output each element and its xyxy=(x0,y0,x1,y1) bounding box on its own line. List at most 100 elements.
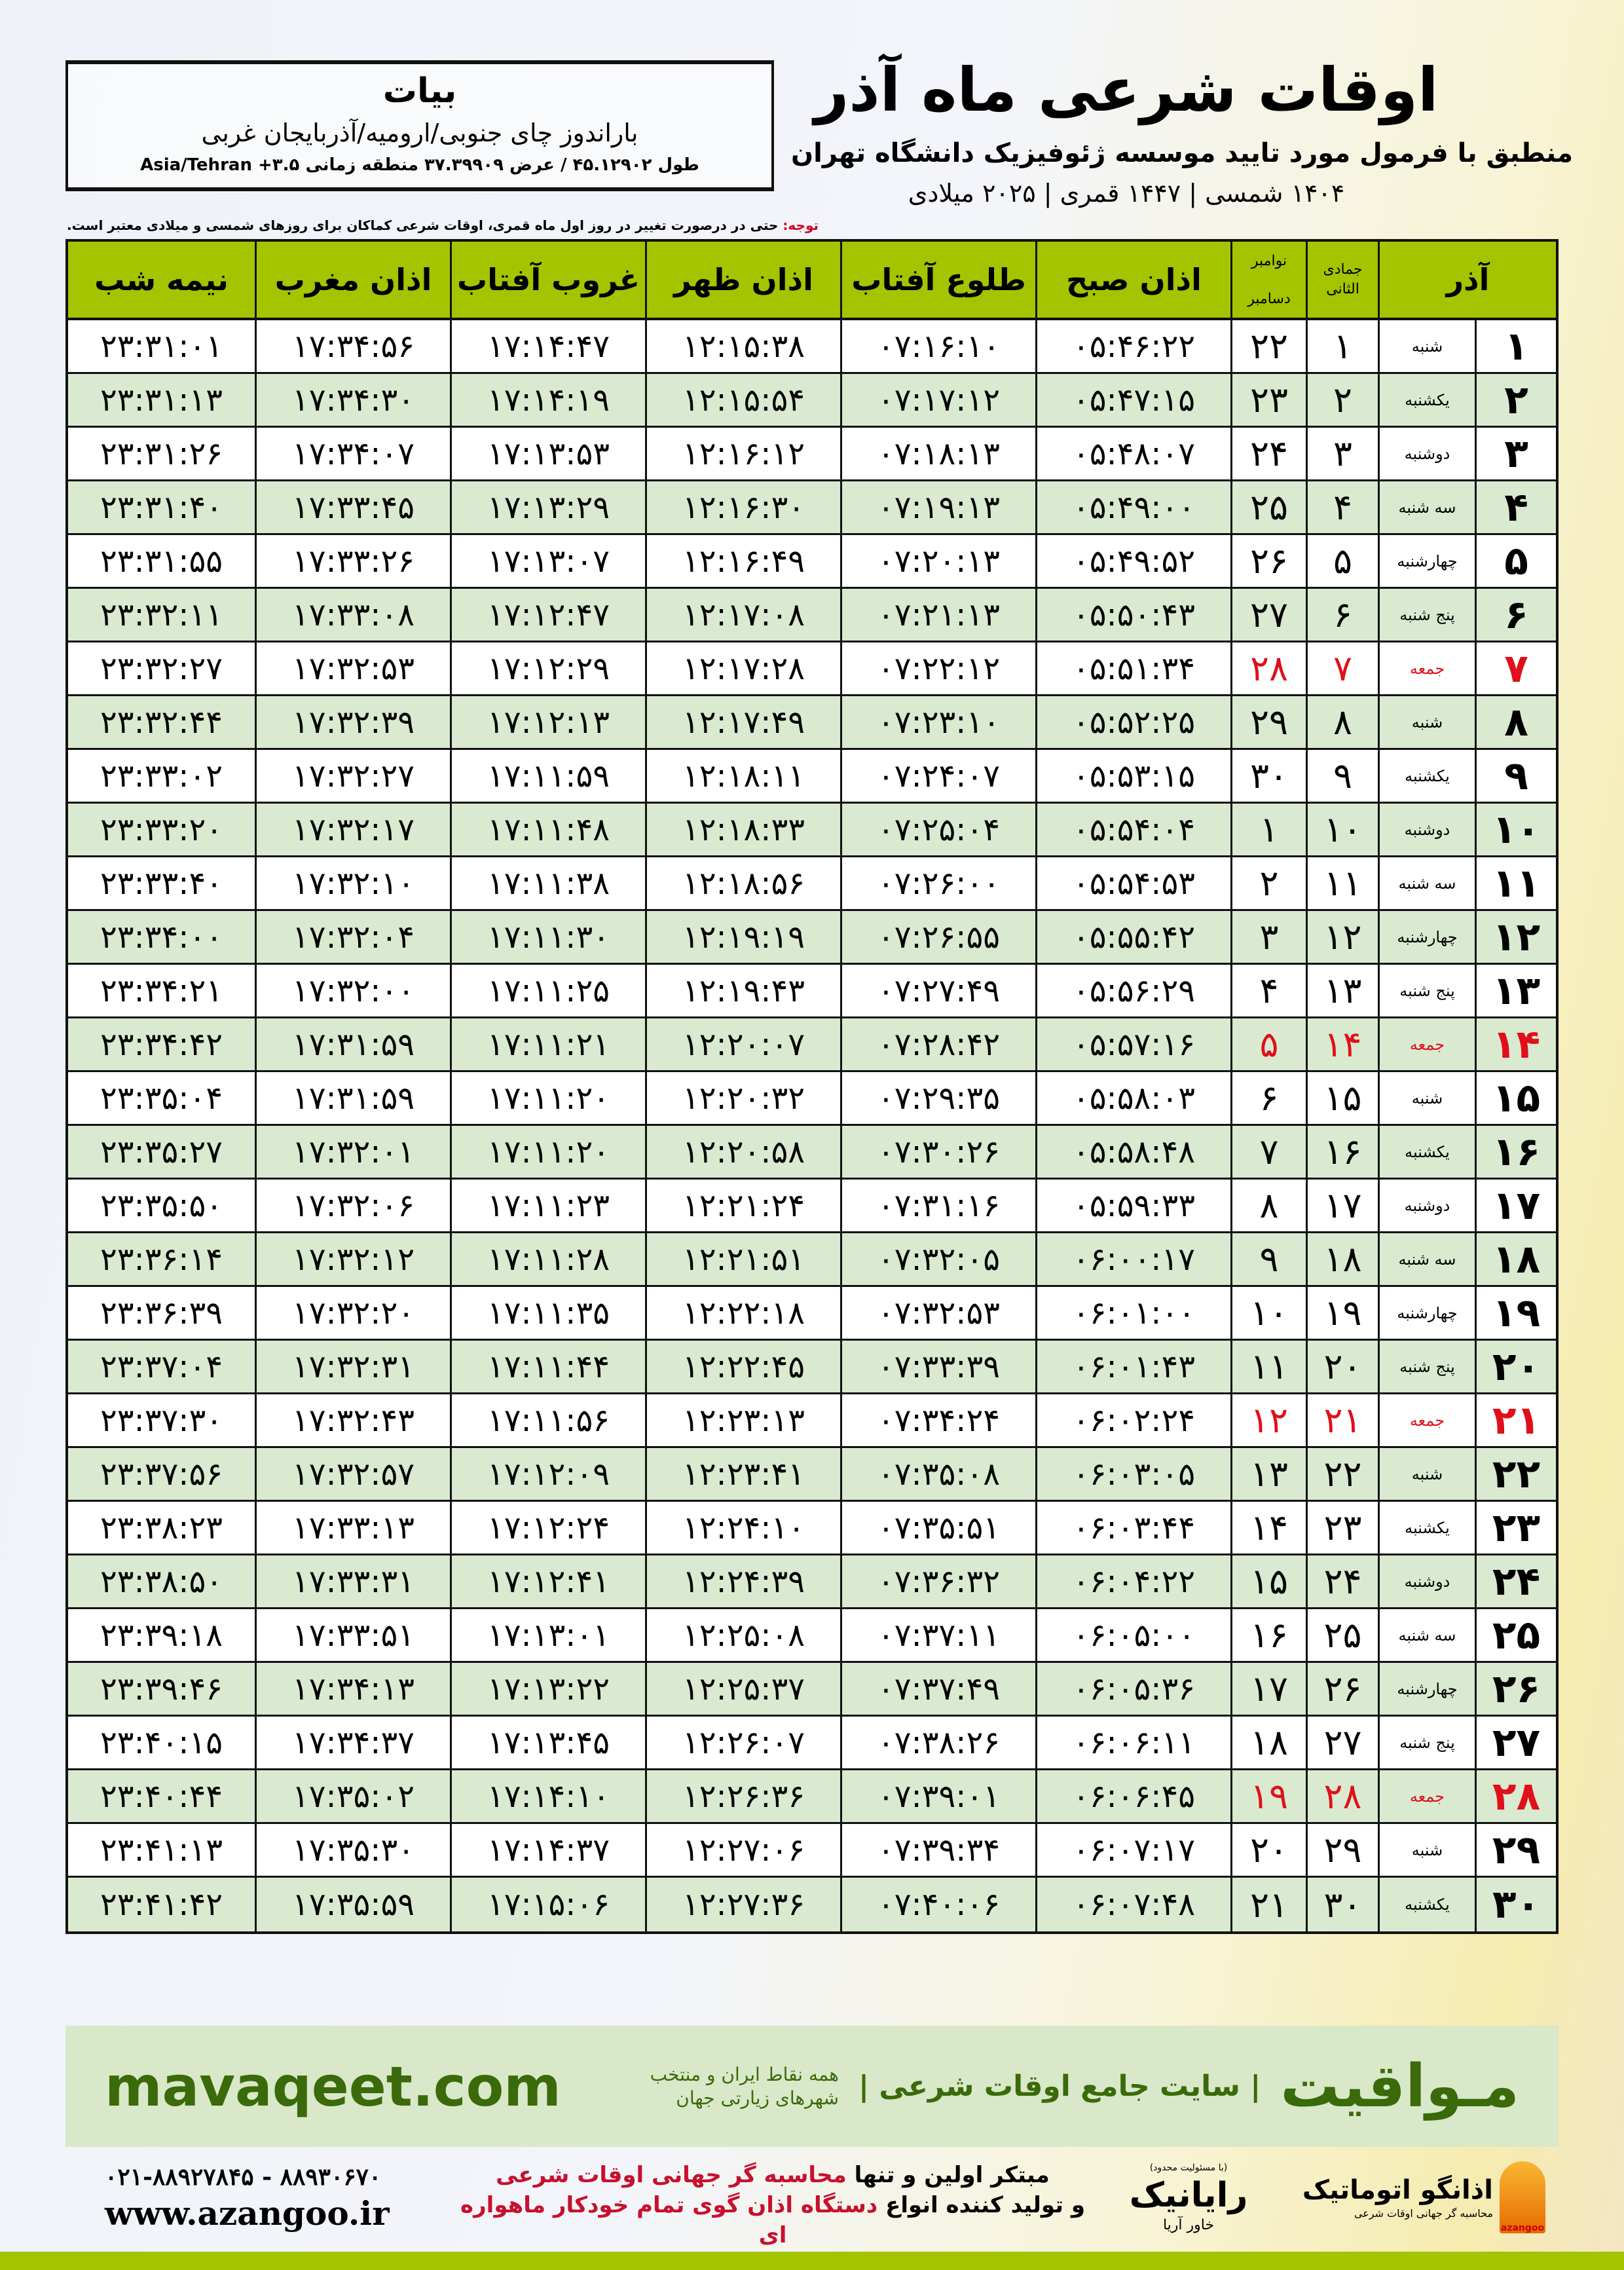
note: توجه: حتی در درصورت تغییر در روز اول ماه… xyxy=(65,216,819,234)
fajr-time: ۰۶:۰۵:۳۶ xyxy=(1035,1663,1230,1715)
table-row: ۱۶ یکشنبه ۱۶ ۷ ۰۵:۵۸:۴۸ ۰۷:۳۰:۲۶ ۱۲:۲۰:۵۸ ۱۷:۱۱… xyxy=(68,1126,1556,1180)
dhuhr-time: ۱۲:۲۷:۳۶ xyxy=(645,1878,840,1931)
dhuhr-time: ۱۲:۱۷:۰۸ xyxy=(645,589,840,641)
sunset-time: ۱۷:۱۲:۰۹ xyxy=(450,1448,645,1500)
weekday: پنج شنبه xyxy=(1378,1717,1475,1768)
midnight-time: ۲۳:۳۷:۳۰ xyxy=(100,1402,223,1439)
maghrib-time: ۱۷:۳۲:۲۷ xyxy=(255,750,450,802)
day-number: ۱۶ xyxy=(1475,1126,1556,1178)
qamari-day: ۲۹ xyxy=(1306,1824,1378,1876)
qamari-day: ۲۲ xyxy=(1306,1448,1378,1500)
dhuhr-time: ۱۲:۱۸:۱۱ xyxy=(645,750,840,802)
fajr-time: ۰۶:۰۷:۱۷ xyxy=(1035,1824,1230,1876)
gregorian-day: ۲۵ xyxy=(1230,481,1306,533)
qamari-day: ۱۳ xyxy=(1306,965,1378,1016)
weekday: شنبه xyxy=(1378,320,1475,372)
qamari-day: ۱۵ xyxy=(1306,1072,1378,1124)
gregorian-day: ۱۹ xyxy=(1230,1770,1306,1822)
city-name: بیات xyxy=(382,71,457,111)
sunrise-time: ۰۷:۲۱:۱۳ xyxy=(840,589,1035,641)
day-number: ۴ xyxy=(1475,481,1556,533)
midnight-time: ۲۳:۴۰:۴۴ xyxy=(100,1777,223,1815)
brand-tagline: | سایت جامع اوقات شرعی | xyxy=(858,2070,1261,2103)
dhuhr-time: ۱۲:۱۸:۳۳ xyxy=(645,804,840,855)
promo-line2b: دستگاه اذان گوی تمام خودکار ماهواره ای xyxy=(460,2192,878,2248)
sunset-time: ۱۷:۱۳:۵۳ xyxy=(450,428,645,479)
table-header: آذر جمادی الثانی نوامبر دسامبر اذان صبح … xyxy=(68,242,1556,320)
midnight-time: ۲۳:۳۸:۲۳ xyxy=(100,1509,223,1546)
table-row: ۱۷ دوشنبه ۱۷ ۸ ۰۵:۵۹:۳۳ ۰۷:۳۱:۱۶ ۱۲:۲۱:۲۴ ۱۷:۱۱… xyxy=(68,1180,1556,1233)
sunrise-time: ۰۷:۲۴:۰۷ xyxy=(840,750,1035,802)
table-row: ۲۳ یکشنبه ۲۳ ۱۴ ۰۶:۰۳:۴۴ ۰۷:۳۵:۵۱ ۱۲:۲۴:۱۰ ۱۷:۱… xyxy=(68,1502,1556,1555)
year-line: ۱۴۰۴ شمسی | ۱۴۴۷ قمری | ۲۰۲۵ میلادی xyxy=(908,179,1345,208)
qamari-day: ۲ xyxy=(1306,374,1378,426)
weekday: چهارشنبه xyxy=(1378,1663,1475,1715)
day-number: ۲۶ xyxy=(1475,1663,1556,1715)
qamari-day: ۱۹ xyxy=(1306,1287,1378,1339)
midnight-time: ۲۳:۳۱:۲۶ xyxy=(100,435,223,472)
qamari-day: ۱۰ xyxy=(1306,804,1378,855)
weekday: پنج شنبه xyxy=(1378,589,1475,641)
day-number: ۶ xyxy=(1475,589,1556,641)
table-row: ۲۷ پنج شنبه ۲۷ ۱۸ ۰۶:۰۶:۱۱ ۰۷:۳۸:۲۶ ۱۲:۲۶:۰۷ ۱۷… xyxy=(68,1717,1556,1770)
maghrib-time: ۱۷:۳۲:۵۷ xyxy=(255,1448,450,1500)
qamari-day: ۲۵ xyxy=(1306,1609,1378,1661)
weekday: سه شنبه xyxy=(1378,857,1475,909)
gregorian-day: ۲۴ xyxy=(1230,428,1306,479)
midnight-time: ۲۳:۳۱:۴۰ xyxy=(100,489,223,526)
gregorian-day: ۲۹ xyxy=(1230,696,1306,748)
midnight-time: ۲۳:۳۲:۴۴ xyxy=(100,703,223,741)
sunset-time: ۱۷:۱۴:۱۹ xyxy=(450,374,645,426)
azangoo-link[interactable]: www.azangoo.ir xyxy=(105,2194,390,2233)
weekday: چهارشنبه xyxy=(1378,535,1475,587)
maghrib-time: ۱۷:۳۲:۱۲ xyxy=(255,1233,450,1285)
sunrise-time: ۰۷:۲۸:۴۲ xyxy=(840,1018,1035,1070)
day-number: ۳ xyxy=(1475,428,1556,479)
site-link[interactable]: mavaqeet.com xyxy=(105,2054,561,2119)
midnight-time: ۲۳:۳۴:۴۲ xyxy=(100,1026,223,1063)
sunrise-time: ۰۷:۲۰:۱۳ xyxy=(840,535,1035,587)
fajr-time: ۰۵:۴۶:۲۲ xyxy=(1035,320,1230,372)
gregorian-day: ۱۴ xyxy=(1230,1502,1306,1554)
table-row: ۳ دوشنبه ۳ ۲۴ ۰۵:۴۸:۰۷ ۰۷:۱۸:۱۳ ۱۲:۱۶:۱۲ ۱۷:۱۳:… xyxy=(68,428,1556,481)
weekday: سه شنبه xyxy=(1378,1609,1475,1661)
maghrib-time: ۱۷:۳۱:۵۹ xyxy=(255,1018,450,1070)
sunset-time: ۱۷:۱۱:۵۹ xyxy=(450,750,645,802)
midnight-time: ۲۳:۳۹:۱۸ xyxy=(100,1616,223,1654)
weekday: چهارشنبه xyxy=(1378,1287,1475,1339)
maghrib-time: ۱۷:۳۳:۴۵ xyxy=(255,481,450,533)
qamari-day: ۶ xyxy=(1306,589,1378,641)
day-number: ۱۸ xyxy=(1475,1233,1556,1285)
fajr-time: ۰۵:۵۴:۰۴ xyxy=(1035,804,1230,855)
sunrise-time: ۰۷:۱۹:۱۳ xyxy=(840,481,1035,533)
day-number: ۱۴ xyxy=(1475,1018,1556,1070)
day-number: ۱۳ xyxy=(1475,965,1556,1016)
dhuhr-time: ۱۲:۲۰:۵۸ xyxy=(645,1126,840,1178)
day-number: ۲ xyxy=(1475,374,1556,426)
rayanik-name: رایانیک xyxy=(1129,2176,1248,2215)
table-row: ۱۳ پنج شنبه ۱۳ ۴ ۰۵:۵۶:۲۹ ۰۷:۲۷:۴۹ ۱۲:۱۹:۴۳ ۱۷:… xyxy=(68,965,1556,1018)
weekday: یکشنبه xyxy=(1378,1502,1475,1554)
region-path: باراندوز چای جنوبی/ارومیه/آذربایجان غربی xyxy=(201,119,638,147)
weekday: شنبه xyxy=(1378,1448,1475,1500)
coordinates: طول ۴۵.۱۲۹۰۲ / عرض ۳۷.۳۹۹۰۹ منطقه زمانی … xyxy=(140,155,699,175)
day-number: ۱۹ xyxy=(1475,1287,1556,1339)
qamari-day: ۲۱ xyxy=(1306,1394,1378,1446)
fajr-time: ۰۵:۴۷:۱۵ xyxy=(1035,374,1230,426)
table-row: ۲۴ دوشنبه ۲۴ ۱۵ ۰۶:۰۴:۲۲ ۰۷:۳۶:۳۲ ۱۲:۲۴:۳۹ ۱۷:۱… xyxy=(68,1555,1556,1609)
qamari-day: ۲۳ xyxy=(1306,1502,1378,1554)
mavaqeet-banner: مـواقیت | سایت جامع اوقات شرعی | همه نقا… xyxy=(65,2026,1559,2147)
dhuhr-time: ۱۲:۲۵:۰۸ xyxy=(645,1609,840,1661)
sunset-time: ۱۷:۱۳:۲۹ xyxy=(450,481,645,533)
midnight-time: ۲۳:۳۶:۳۹ xyxy=(100,1294,223,1331)
mosque-icon: azangoo xyxy=(1500,2161,1545,2233)
maghrib-time: ۱۷:۳۳:۱۳ xyxy=(255,1502,450,1554)
dhuhr-time: ۱۲:۱۶:۴۹ xyxy=(645,535,840,587)
maghrib-time: ۱۷:۳۲:۱۰ xyxy=(255,857,450,909)
day-number: ۲۸ xyxy=(1475,1770,1556,1822)
qamari-day: ۹ xyxy=(1306,750,1378,802)
midnight-time: ۲۳:۳۳:۴۰ xyxy=(100,865,223,902)
table-row: ۶ پنج شنبه ۶ ۲۷ ۰۵:۵۰:۴۳ ۰۷:۲۱:۱۳ ۱۲:۱۷:۰۸ ۱۷:۱… xyxy=(68,589,1556,642)
maghrib-time: ۱۷:۳۲:۳۱ xyxy=(255,1341,450,1392)
maghrib-time: ۱۷:۳۴:۳۷ xyxy=(255,1717,450,1768)
